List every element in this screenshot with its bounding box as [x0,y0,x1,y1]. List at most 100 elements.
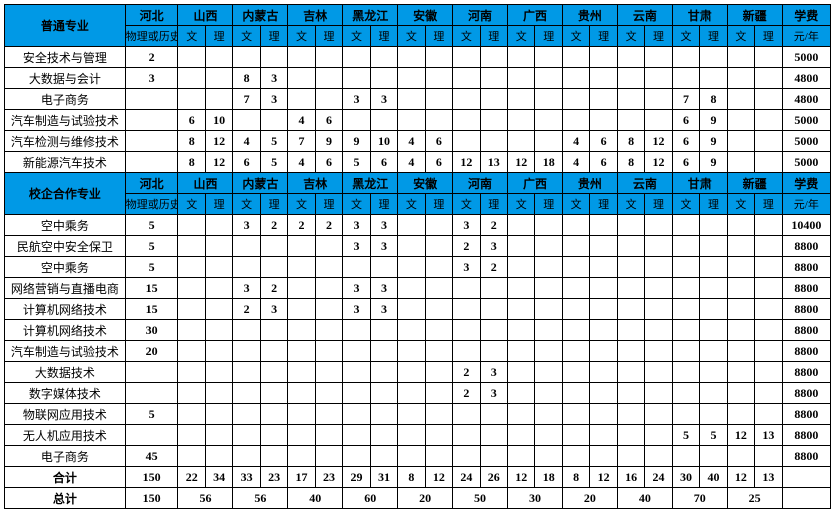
data-cell: 150 [125,467,178,488]
province-header: 广西 [508,5,563,26]
data-cell [562,47,589,68]
data-cell [645,47,672,68]
data-cell [562,278,589,299]
data-cell: 3 [480,383,507,404]
data-cell [425,341,452,362]
data-cell [535,278,562,299]
data-cell [590,425,617,446]
data-cell: 56 [233,488,288,509]
data-cell [508,320,535,341]
data-cell [205,215,232,236]
data-cell [590,236,617,257]
data-cell [508,362,535,383]
data-cell: 5 [125,215,178,236]
data-cell: 40 [617,488,672,509]
data-cell: 20 [398,488,453,509]
data-cell [672,47,699,68]
data-cell [370,362,397,383]
data-cell [370,404,397,425]
data-cell [590,215,617,236]
data-cell: 6 [590,152,617,173]
data-cell [370,257,397,278]
data-cell [425,320,452,341]
data-cell [178,404,205,425]
data-cell: 12 [727,425,754,446]
data-cell [508,89,535,110]
data-cell: 30 [672,467,699,488]
data-cell [260,257,287,278]
data-cell [398,215,425,236]
data-cell: 12 [508,467,535,488]
data-cell [645,341,672,362]
data-cell [125,110,178,131]
data-cell: 3 [343,89,370,110]
li-header: 理 [645,194,672,215]
major-name: 大数据技术 [5,362,126,383]
data-cell [205,341,232,362]
grandtotal-label: 总计 [5,488,126,509]
li-header: 理 [700,194,727,215]
data-cell: 8 [178,131,205,152]
data-cell: 30 [508,488,563,509]
enrollment-table: 普通专业河北山西内蒙古吉林黑龙江安徽河南广西贵州云南甘肃新疆学费物理或历史文理文… [4,4,831,509]
data-cell [398,236,425,257]
data-cell: 15 [125,299,178,320]
wen-header: 文 [672,26,699,47]
data-cell [205,383,232,404]
data-cell: 2 [453,362,480,383]
data-cell [398,383,425,404]
data-cell [370,320,397,341]
major-name: 计算机网络技术 [5,299,126,320]
data-cell: 25 [727,488,782,509]
province-header: 黑龙江 [343,173,398,194]
province-header: 贵州 [562,173,617,194]
data-cell: 2 [480,257,507,278]
data-cell [480,446,507,467]
data-cell [178,341,205,362]
data-cell: 9 [700,110,727,131]
data-cell [700,299,727,320]
data-cell [727,89,754,110]
data-cell [508,278,535,299]
data-cell [508,404,535,425]
wen-header: 文 [508,194,535,215]
data-cell [535,89,562,110]
data-cell [233,236,260,257]
data-cell [535,446,562,467]
province-header: 云南 [617,173,672,194]
fee-sub: 元/年 [782,26,830,47]
data-cell: 8 [617,152,644,173]
province-header: 河南 [453,173,508,194]
data-cell [178,320,205,341]
data-cell [755,383,782,404]
data-cell [315,383,342,404]
data-cell [562,68,589,89]
data-cell: 6 [672,110,699,131]
data-cell [617,425,644,446]
data-cell [398,47,425,68]
data-cell [370,341,397,362]
fee-cell: 8800 [782,257,830,278]
data-cell: 18 [535,152,562,173]
data-cell: 6 [315,152,342,173]
fee-cell: 10400 [782,215,830,236]
data-cell [727,341,754,362]
fee-cell: 8800 [782,362,830,383]
data-cell: 3 [343,215,370,236]
data-cell: 56 [178,488,233,509]
data-cell [343,404,370,425]
major-name: 安全技术与管理 [5,47,126,68]
data-cell [535,362,562,383]
data-cell: 8 [700,89,727,110]
data-cell [398,89,425,110]
province-header: 广西 [508,173,563,194]
data-cell [425,89,452,110]
fee-cell: 8800 [782,341,830,362]
data-cell [205,362,232,383]
data-cell [590,278,617,299]
data-cell [590,257,617,278]
data-cell: 8 [398,467,425,488]
fee-cell: 8800 [782,278,830,299]
data-cell [178,362,205,383]
data-cell: 60 [343,488,398,509]
